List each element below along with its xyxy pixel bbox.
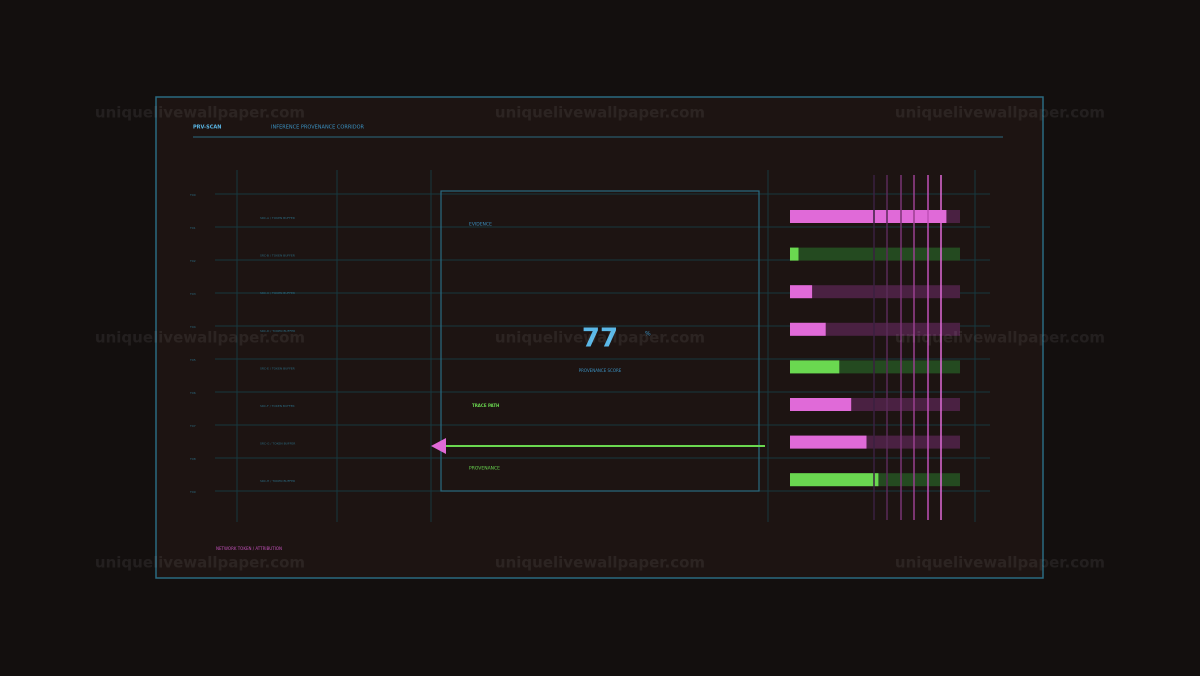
row-label: SRC-G / TOKEN BUFFER [260, 442, 295, 446]
score-unit: % [645, 331, 651, 338]
arrow-head [431, 438, 446, 454]
watermark: uniquelivewallpaper.com [895, 329, 1105, 347]
axis-label: T03 [189, 292, 196, 296]
watermark: uniquelivewallpaper.com [895, 554, 1105, 572]
frame [155, 96, 1044, 579]
watermark: uniquelivewallpaper.com [495, 554, 705, 572]
panel-box [440, 190, 760, 492]
provenance-label: PROVENANCE [469, 466, 500, 472]
row-label: SRC-B / TOKEN BUFFER [260, 254, 295, 258]
row-label: SRC-D / TOKEN BUFFER [260, 329, 295, 333]
header-title: INFERENCE PROVENANCE CORRIDOR [271, 125, 365, 131]
watermark: uniquelivewallpaper.com [95, 104, 305, 122]
axis-label: T07 [189, 424, 196, 428]
bar [790, 473, 879, 487]
bar-track [790, 322, 960, 336]
axis-label: T05 [189, 358, 196, 362]
bar [790, 398, 852, 411]
bar [790, 210, 947, 223]
axis-label: T08 [189, 457, 196, 461]
bars [790, 175, 960, 520]
axis-label: T00 [189, 193, 196, 197]
bar-track [790, 285, 960, 299]
score: 77 [582, 324, 618, 354]
watermark: uniquelivewallpaper.com [495, 329, 705, 347]
row-label: SRC-F / TOKEN BUFFER [260, 404, 295, 408]
bar [790, 247, 799, 261]
axis-label: T01 [189, 226, 196, 230]
axis-label: T09 [189, 490, 196, 494]
watermark: uniquelivewallpaper.com [495, 104, 705, 122]
watermark: uniquelivewallpaper.com [895, 104, 1105, 122]
axis-label: T04 [189, 325, 196, 329]
watermarks: uniquelivewallpaper.com uniquelivewallpap… [95, 104, 1105, 572]
row-label: SRC-C / TOKEN BUFFER [260, 291, 295, 295]
row-label: SRC-E / TOKEN BUFFER [260, 366, 295, 370]
footer-label: NETWORK TOKEN / ATTRIBUTION [216, 546, 282, 551]
bar [790, 322, 826, 336]
watermark: uniquelivewallpaper.com [95, 554, 305, 572]
axis-label: T02 [189, 259, 196, 263]
bar [790, 435, 867, 449]
evidence-label: EVIDENCE [469, 222, 492, 228]
bar-track [790, 247, 960, 261]
axis-label: T06 [189, 391, 196, 395]
bar [790, 360, 840, 374]
row-label: SRC-A / TOKEN BUFFER [260, 216, 295, 220]
score-label: PROVENANCE SCORE [579, 368, 622, 373]
header-tag: PRV-SCAN [193, 125, 221, 131]
row-label: SRC-H / TOKEN BUFFER [260, 479, 295, 483]
bar [790, 285, 813, 299]
trace-label: TRACE PATH [472, 403, 499, 408]
watermark: uniquelivewallpaper.com [95, 329, 305, 347]
